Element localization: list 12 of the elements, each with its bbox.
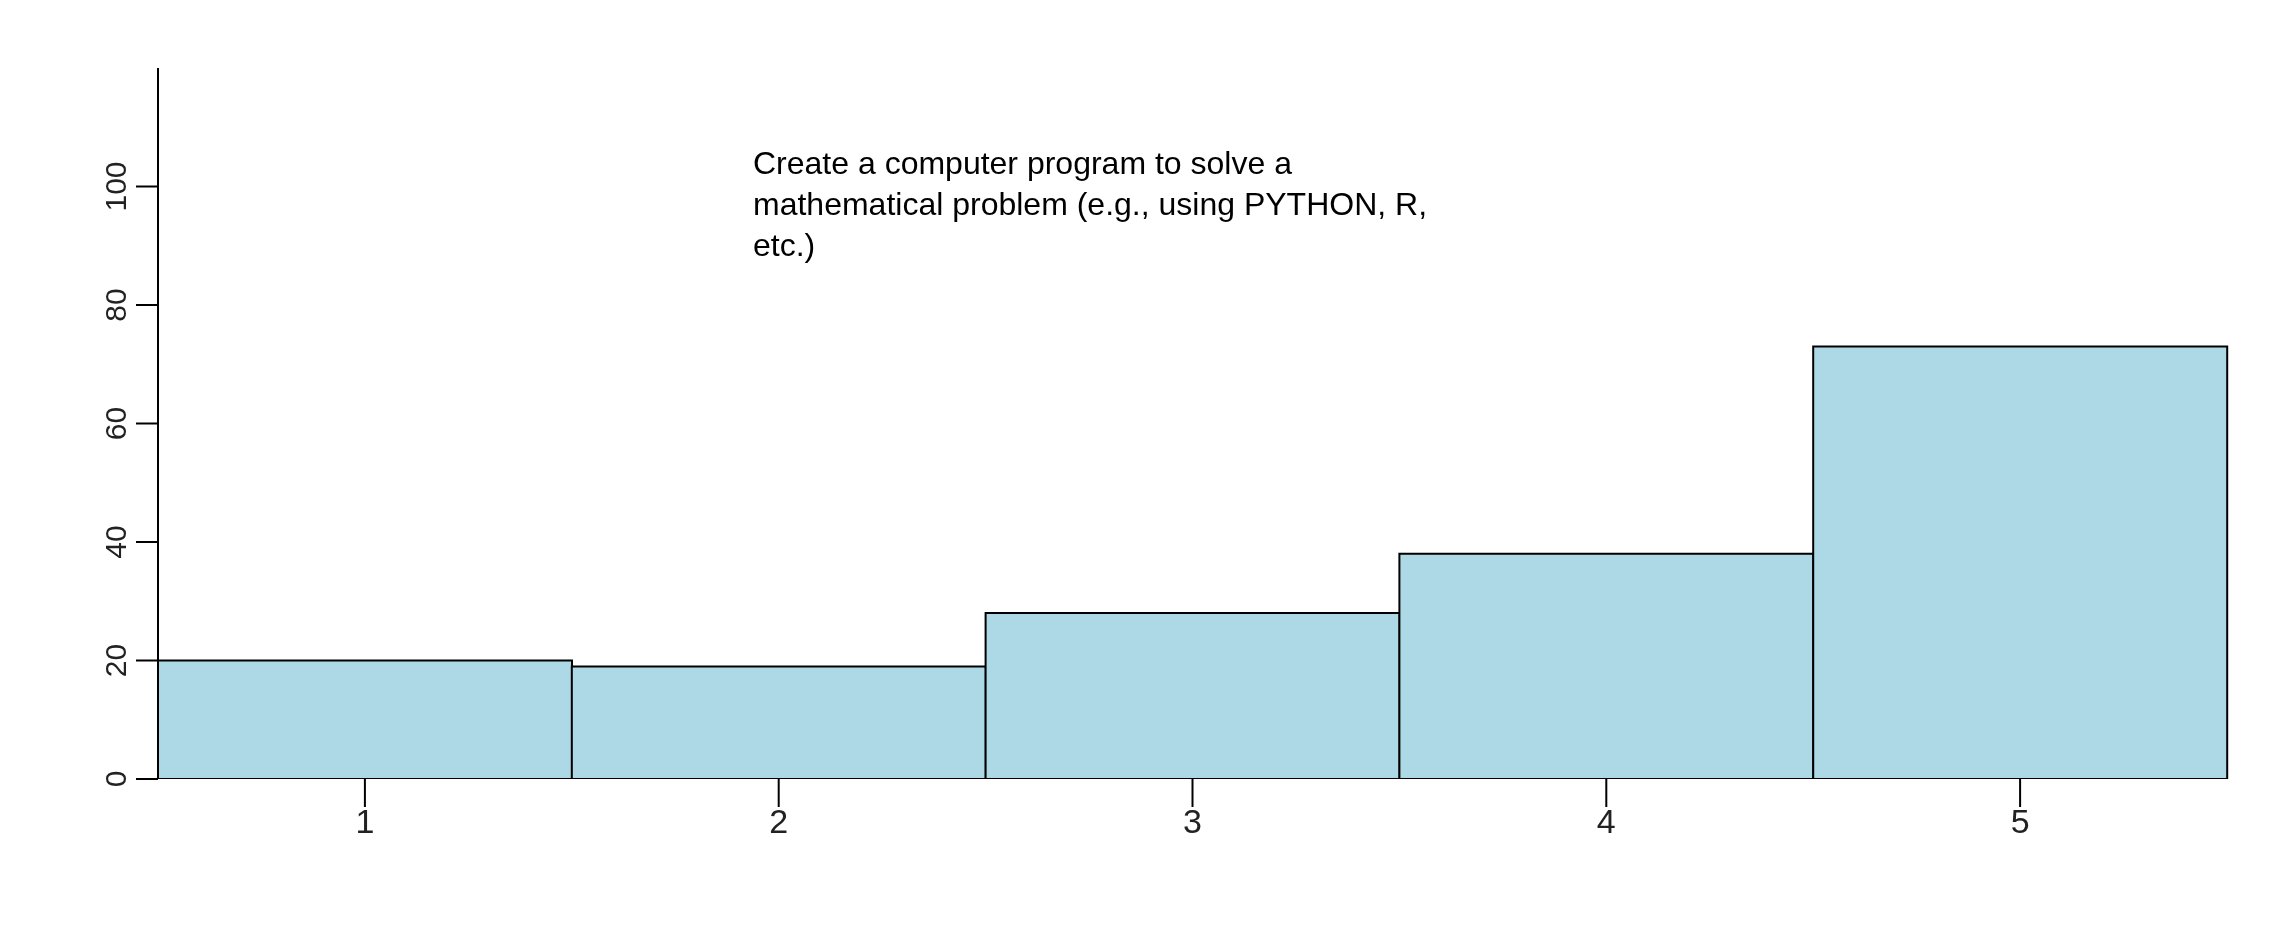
- x-tick-label: 5: [2010, 802, 2030, 841]
- x-tick-label: 3: [1183, 802, 1202, 841]
- y-tick-label: 60: [99, 406, 132, 441]
- x-tick-label: 4: [1596, 802, 1616, 841]
- annotation: Create a computer program to solve a mathematical problem (e.g., using PYTHON, R, etc.): [753, 144, 1428, 265]
- x-tick-label: 1: [355, 802, 375, 841]
- y-tick-label: 20: [99, 643, 132, 678]
- x-tick-label: 2: [769, 802, 789, 841]
- y-tick-label: 80: [99, 288, 132, 322]
- y-tick-label: 40: [99, 525, 132, 559]
- y-tick-label: 100: [99, 161, 132, 212]
- y-tick-label: 0: [99, 770, 132, 788]
